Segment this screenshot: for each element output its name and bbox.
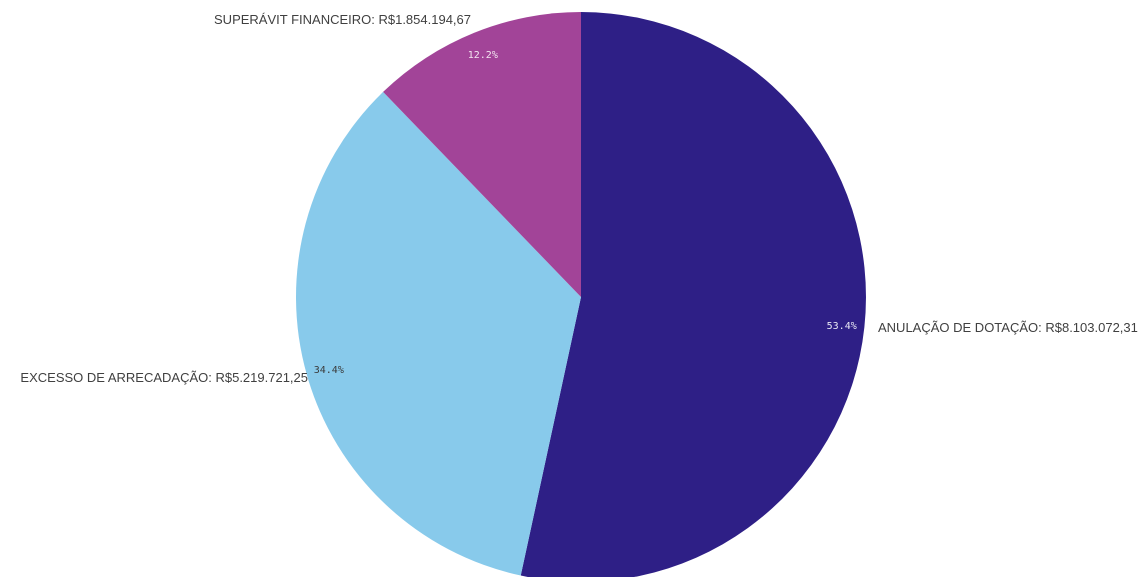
percent-label-2: 34.4% — [314, 365, 344, 376]
pie-slice-2[interactable] — [296, 91, 581, 576]
label-superavit: SUPERÁVIT FINANCEIRO: R$1.854.194,67 — [214, 12, 471, 27]
slice-labels: ANULAÇÃO DE DOTAÇÃO: R$8.103.072,31 EXCES… — [20, 12, 1137, 385]
pie-slice-1[interactable] — [520, 12, 866, 577]
label-anulacao: ANULAÇÃO DE DOTAÇÃO: R$8.103.072,31 — [878, 320, 1138, 335]
percent-label-3: 12.2% — [468, 50, 498, 61]
percent-label-1: 53.4% — [827, 321, 857, 332]
label-excesso: EXCESSO DE ARRECADAÇÃO: R$5.219.721,25 — [20, 370, 308, 385]
percent-labels: 53.4% 34.4% 12.2% — [314, 50, 857, 376]
pie-slices — [296, 12, 866, 577]
pie-slice-3[interactable] — [383, 12, 581, 297]
